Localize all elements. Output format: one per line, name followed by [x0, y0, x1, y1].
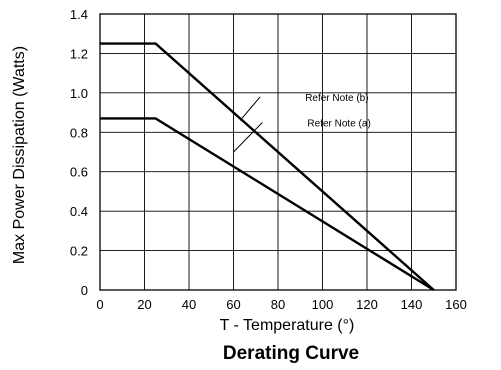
x-tick-label-1: 20: [137, 297, 151, 312]
chart-title: Derating Curve: [223, 343, 359, 364]
x-tick-label-7: 140: [401, 297, 423, 312]
y-tick-label-0: 0: [81, 283, 88, 298]
x-axis-tick-labels: 0 20 40 60 80 100 120 140 160: [96, 297, 466, 312]
y-tick-label-7: 1.4: [70, 7, 88, 22]
x-tick-label-2: 40: [182, 297, 196, 312]
y-axis-tick-labels: 0 0.2 0.4 0.6 0.8 1.0 1.2 1.4: [70, 7, 88, 298]
x-tick-label-6: 120: [356, 297, 378, 312]
y-tick-label-6: 1.2: [70, 46, 88, 61]
x-tick-label-0: 0: [96, 297, 103, 312]
series-line-1: [100, 117, 435, 292]
x-tick-label-5: 100: [312, 297, 334, 312]
plot-area-frame: [99, 13, 457, 291]
annotation-label-0: Refer Note (b): [305, 93, 368, 104]
y-tick-label-1: 0.2: [70, 244, 88, 259]
y-tick-label-4: 0.8: [70, 125, 88, 140]
x-tick-label-3: 60: [226, 297, 240, 312]
x-tick-label-8: 160: [445, 297, 467, 312]
y-tick-label-2: 0.4: [70, 204, 88, 219]
annotation-label-1: Refer Note (a): [307, 118, 370, 129]
y-tick-label-5: 1.0: [70, 86, 88, 101]
annotation-leader-1: [233, 122, 263, 153]
y-tick-label-3: 0.6: [70, 165, 88, 180]
y-axis-label: Max Power Dissipation (Watts): [11, 46, 28, 264]
annotations: Refer Note (b) Refer Note (a): [233, 93, 371, 153]
x-axis-label: T - Temperature (°): [220, 317, 355, 334]
annotation-leader-0: [239, 96, 261, 121]
x-tick-label-4: 80: [271, 297, 285, 312]
series-line-0: [100, 42, 435, 291]
series-layer: [100, 42, 435, 292]
